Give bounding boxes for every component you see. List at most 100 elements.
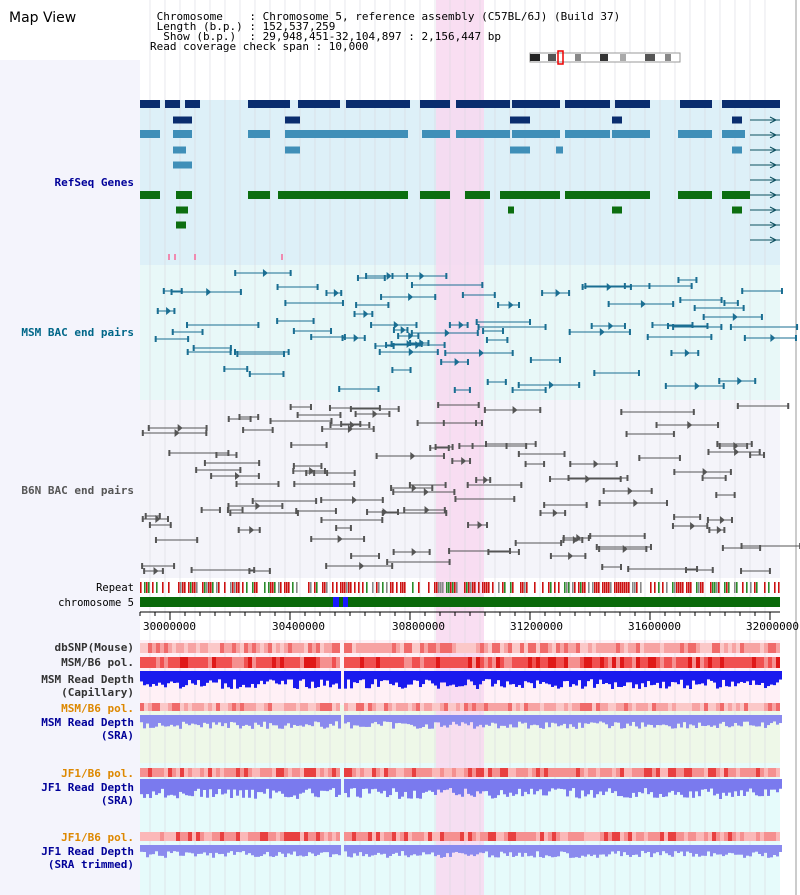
msm-read-depth-capillary-label[interactable]: MSM Read Depth: [41, 673, 134, 686]
gene-block: [465, 191, 490, 199]
msm-cap-depth: [695, 671, 698, 685]
b6n-pair-end: [567, 475, 570, 481]
msm-b6-pol-label[interactable]: MSM/B6 pol.: [61, 656, 134, 669]
repeat-mark: [742, 582, 744, 593]
msm-sra-depth: [683, 715, 686, 723]
msm-pair-end: [706, 323, 709, 329]
msm-pair-end: [637, 370, 640, 376]
b6n-pair-arrow: [702, 468, 708, 476]
jf1-b6-pol-trimmed-label[interactable]: JF1/B6 pol.: [61, 831, 134, 844]
jf1-sra-depth: [266, 779, 269, 789]
msm-cap-depth: [698, 671, 701, 685]
b6n-pair-end: [619, 564, 622, 570]
msm-cap-depth: [479, 671, 482, 685]
jf1-sra-depth: [344, 779, 347, 794]
b6n-pair-end: [447, 445, 450, 451]
msm-pol-heat: [660, 657, 664, 668]
msm-pol-heat: [316, 657, 320, 668]
msm-pol-heat: [472, 657, 476, 668]
msm-pol-sra-heat: [596, 703, 600, 711]
b6n-pair-arrow: [585, 475, 591, 483]
jf1-trim-depth: [194, 845, 197, 857]
msm-read-depth-sra-label[interactable]: MSM Read Depth: [41, 716, 134, 729]
msm-pair-end: [229, 345, 232, 351]
dbsnp-heat: [548, 643, 552, 653]
b6n-pair-end: [708, 527, 711, 533]
gene-block: [173, 130, 192, 138]
jf1-pol-heat: [348, 768, 352, 777]
jf1-trim-depth: [716, 845, 719, 855]
msm-cap-depth: [464, 671, 467, 686]
msm-sra-depth: [398, 715, 401, 723]
jf1-read-depth-trimmed-label[interactable]: JF1 Read Depth: [41, 845, 134, 858]
jf1-trim-depth: [734, 845, 737, 855]
jf1-b6-pol-label[interactable]: JF1/B6 pol.: [61, 767, 134, 780]
repeat-mark: [676, 582, 678, 593]
msm-bac-end-pairs-label[interactable]: MSM BAC end pairs: [21, 326, 134, 339]
msm-pol-sra-heat: [672, 703, 676, 711]
msm-pair-end: [410, 330, 413, 336]
dbsnp-heat: [608, 643, 612, 653]
jf1-pol-trim-heat: [176, 832, 180, 841]
repeat-mark: [688, 582, 690, 593]
msm-pol-heat: [388, 657, 392, 668]
jf1-trim-depth: [359, 845, 362, 853]
jf1-pol-trim-heat: [648, 832, 652, 841]
msm-pair-end: [718, 378, 721, 384]
jf1-trim-depth: [623, 845, 626, 853]
jf1-pol-trim-heat: [360, 832, 364, 841]
axis-tick-label-2: 30800000: [392, 620, 445, 633]
msm-pair-end: [370, 322, 373, 328]
b6n-pair-end: [239, 467, 242, 473]
dbsnp-heat: [592, 643, 596, 653]
b6n-pair-end: [325, 442, 328, 448]
msm-b6-pol-sra-label[interactable]: MSM/B6 pol.: [61, 702, 134, 715]
repeat-mark: [316, 582, 318, 593]
jf1-pol-trim-heat: [768, 832, 772, 841]
msm-pol-sra-heat: [708, 703, 712, 711]
jf1-sra-depth: [377, 779, 380, 792]
msm-pair-arrow: [732, 313, 738, 321]
jf1-trim-depth: [401, 845, 404, 852]
msm-pair-arrow: [770, 334, 776, 342]
msm-cap-depth: [629, 671, 632, 683]
jf1-pol-trim-heat: [668, 832, 672, 841]
jf1-pol-heat: [368, 768, 372, 777]
repeat-mark: [236, 582, 238, 593]
repeat-mark: [386, 582, 388, 593]
dbsnp-heat: [156, 643, 160, 653]
header-area: [0, 0, 800, 60]
jf1-read-depth-sra-label[interactable]: JF1 Read Depth: [41, 781, 134, 794]
msm-pol-heat: [524, 657, 528, 668]
b6n-pair-arrow: [347, 425, 353, 433]
jf1-pol-heat: [352, 768, 356, 777]
msm-sra-depth: [452, 715, 455, 722]
jf1-trim-depth: [677, 845, 680, 853]
b6n-pair-end: [320, 517, 323, 523]
jf1-trim-depth: [548, 845, 551, 857]
jf1-pol-trim-heat: [428, 832, 432, 841]
refseq-genes-label[interactable]: RefSeq Genes: [54, 176, 134, 189]
b6n-bac-end-pairs-label[interactable]: B6N BAC end pairs: [21, 484, 134, 497]
b6n-pair-arrow: [410, 452, 416, 460]
msm-pol-heat: [484, 657, 488, 668]
b6n-pair-end: [736, 403, 739, 409]
jf1-pol-trim-heat: [320, 832, 324, 841]
jf1-sra-depth: [722, 779, 725, 793]
jf1-sra-depth: [155, 779, 158, 795]
msm-pol-sra-heat: [372, 703, 376, 711]
dbsnp-heat: [496, 643, 500, 653]
msm-pol-sra-heat: [592, 703, 596, 711]
msm-pol-heat: [408, 657, 412, 668]
msm-pol-sra-heat: [692, 703, 696, 711]
b6n-pair-end: [672, 431, 675, 437]
jf1-pol-heat: [656, 768, 660, 777]
jf1-sra-depth: [194, 779, 197, 791]
jf1-sra-depth: [530, 779, 533, 789]
repeat-mark: [728, 582, 730, 593]
dbsnp-label[interactable]: dbSNP(Mouse): [54, 641, 134, 654]
msm-cap-depth: [413, 671, 416, 681]
b6n-pair-end: [271, 427, 274, 433]
jf1-pol-heat: [752, 768, 756, 777]
msm-pol-sra-heat: [216, 703, 220, 711]
